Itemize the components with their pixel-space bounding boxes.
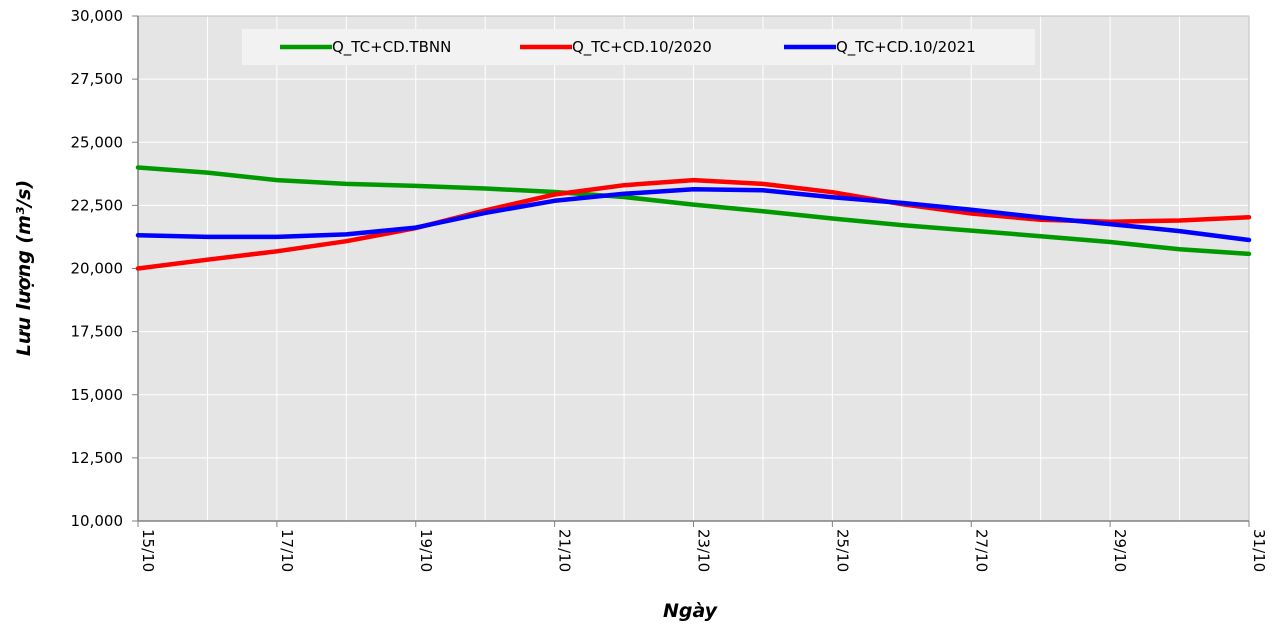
x-tick-label: 15/10: [139, 529, 157, 572]
y-tick-label: 20,000: [71, 260, 124, 278]
y-tick-label: 22,500: [71, 196, 124, 214]
legend-label-1: Q_TC+CD.10/2020: [572, 38, 712, 57]
y-tick-label: 17,500: [71, 323, 124, 341]
x-tick-label: 25/10: [833, 529, 851, 572]
y-tick-label: 30,000: [71, 7, 124, 25]
y-tick-label: 10,000: [71, 512, 124, 530]
x-tick-label: 17/10: [278, 529, 296, 572]
y-tick-label: 15,000: [71, 386, 124, 404]
x-axis-ticks: 15/10 17/10 19/10 21/10 23/10 25/10 27/10 29/10…: [137, 521, 1268, 572]
x-tick-label: 27/10: [972, 529, 990, 572]
x-axis-title: Ngày: [663, 600, 719, 622]
y-tick-label: 27,500: [71, 70, 124, 88]
x-tick-label: 31/10: [1250, 529, 1268, 572]
y-axis-ticks: 10,000 12,500 15,000 17,500 20,000 22,500 25,0…: [71, 7, 138, 530]
x-tick-label: 23/10: [695, 529, 713, 572]
series-line-0: [135, 165, 1252, 257]
x-tick-label: 19/10: [417, 529, 435, 572]
legend-label-2: Q_TC+CD.10/2021: [836, 38, 976, 57]
legend-label-0: Q_TC+CD.TBNN: [332, 38, 451, 57]
legend-box: [242, 29, 1035, 65]
y-tick-label: 25,000: [71, 133, 124, 151]
series-line-2: [135, 186, 1252, 243]
legend: Q_TC+CD.TBNN Q_TC+CD.10/2020 Q_TC+CD.10/20…: [242, 29, 1035, 65]
y-axis-title: Lưu lượng (m³/s): [13, 180, 35, 356]
series-lines: [135, 165, 1252, 271]
y-tick-label: 12,500: [71, 449, 124, 467]
x-tick-label: 21/10: [556, 529, 574, 572]
x-tick-label: 29/10: [1111, 529, 1129, 572]
